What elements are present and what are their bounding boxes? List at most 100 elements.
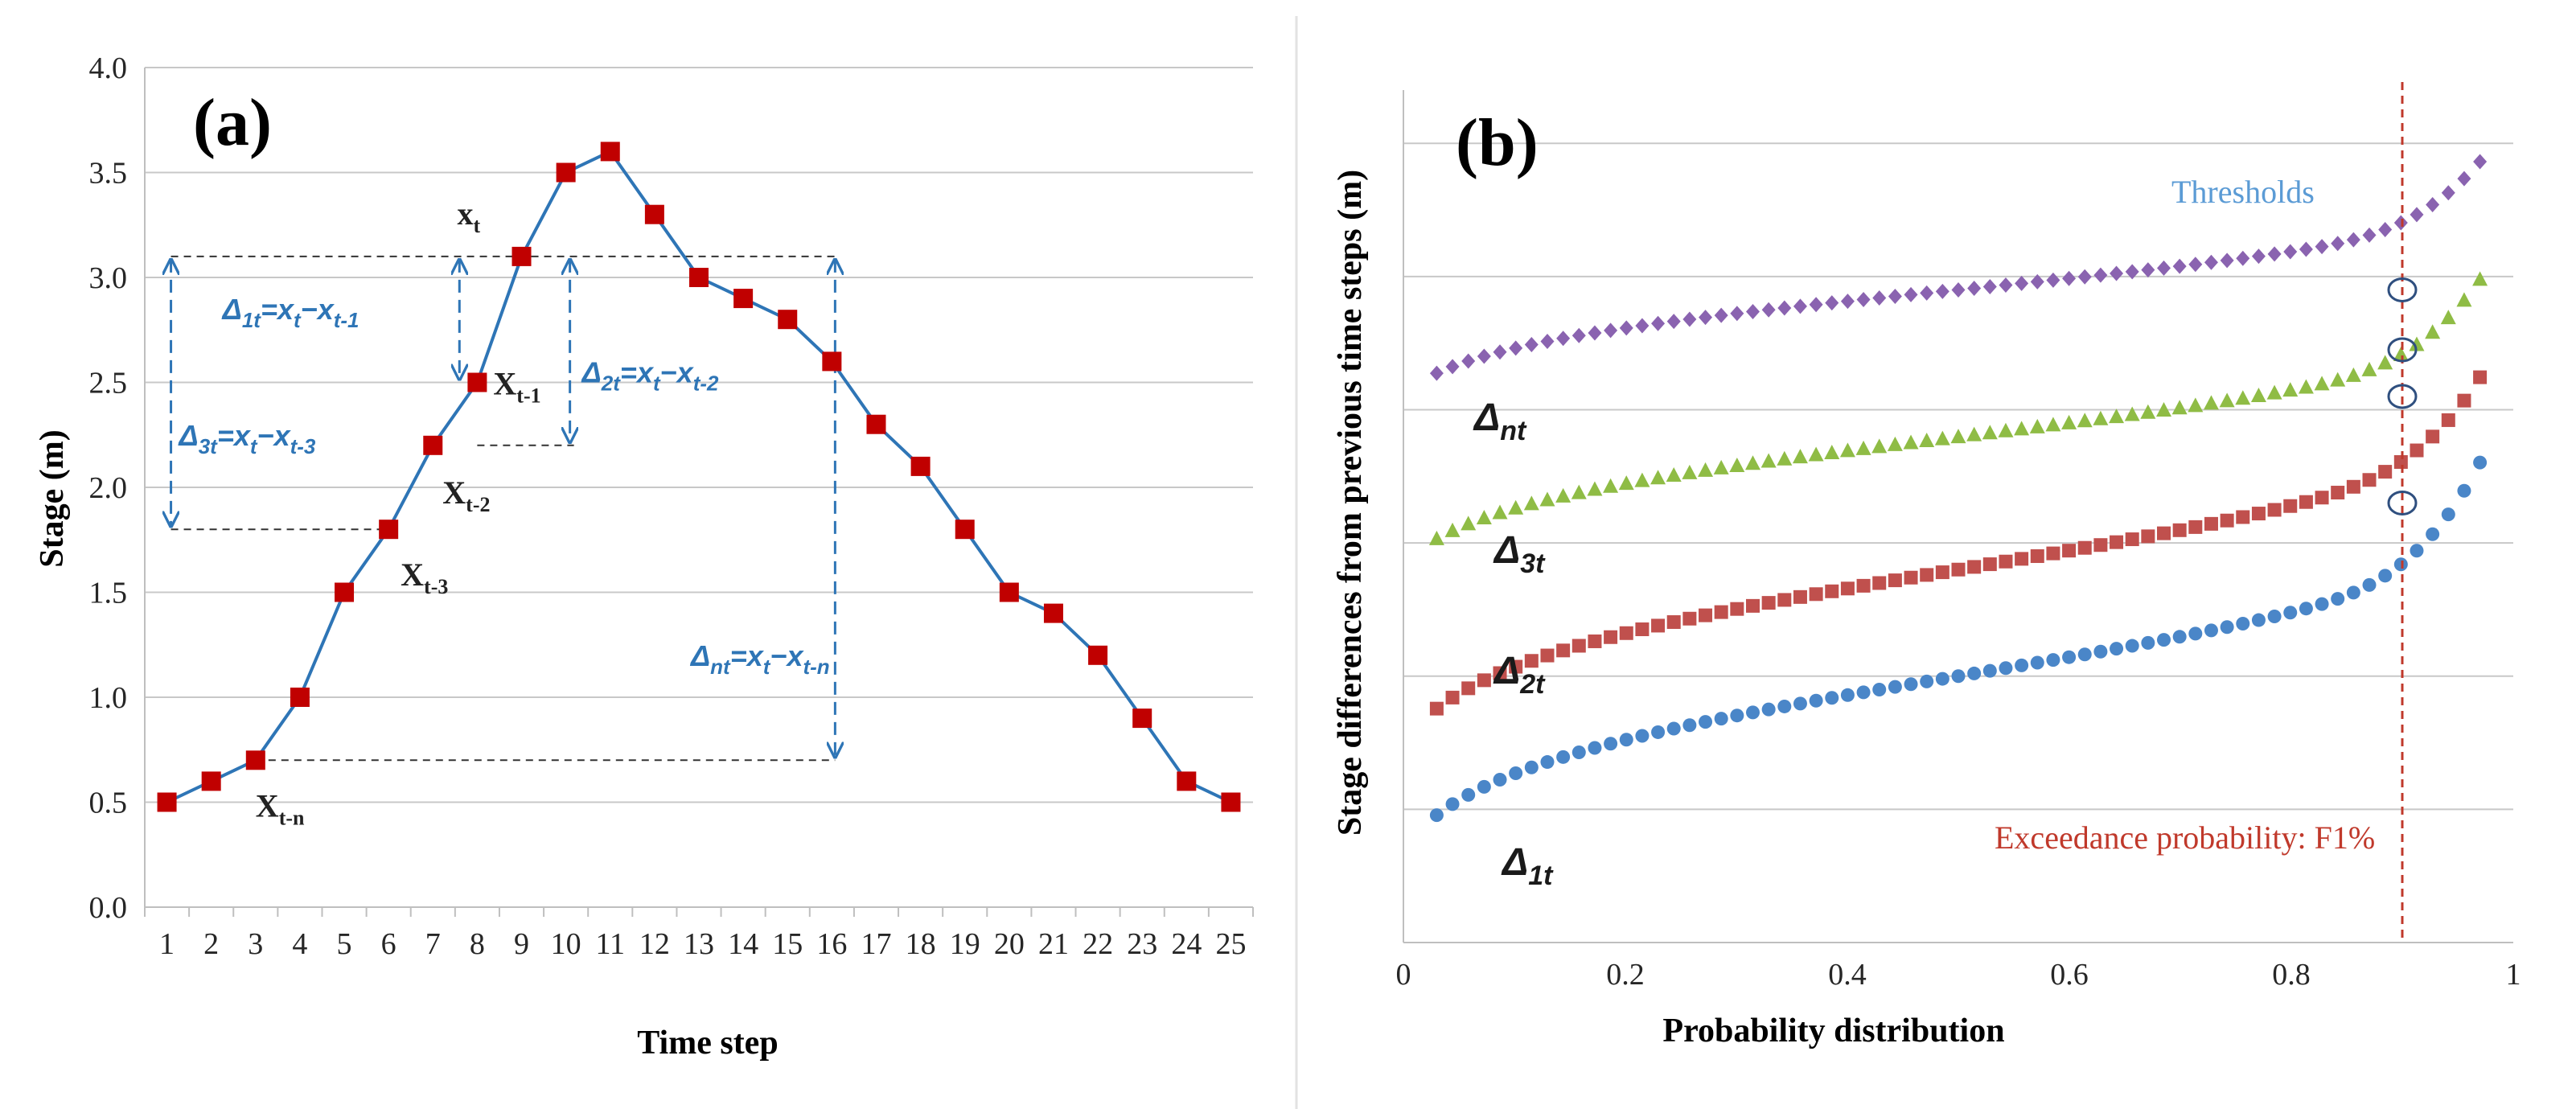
data-point	[1619, 626, 1633, 640]
data-point	[2110, 642, 2124, 656]
data-point	[1793, 298, 1807, 314]
data-point	[2393, 347, 2409, 362]
y-tick-label: 0.5	[89, 787, 128, 820]
data-point	[2062, 544, 2077, 558]
data-point	[1461, 787, 1476, 802]
data-point	[1043, 603, 1063, 623]
data-point	[2362, 227, 2377, 243]
data-point	[2236, 510, 2250, 524]
data-point	[1745, 598, 1760, 613]
data-point	[1872, 576, 1887, 590]
data-point	[1682, 611, 1697, 626]
data-point	[2425, 324, 2441, 339]
data-point	[2124, 406, 2140, 421]
data-point	[2426, 197, 2440, 213]
data-point	[1856, 292, 1871, 308]
data-point	[2077, 540, 2092, 555]
data-point	[1999, 554, 2013, 569]
data-point	[1699, 608, 1713, 622]
stage-series-markers	[157, 142, 1241, 812]
data-point	[1619, 733, 1633, 747]
data-point	[1635, 318, 1650, 334]
x-tick-label: 10	[551, 927, 581, 961]
data-point	[2220, 620, 2234, 635]
data-point	[2282, 382, 2299, 397]
data-point	[2473, 455, 2488, 470]
series-2t	[1429, 370, 2488, 716]
data-point	[2298, 379, 2314, 394]
data-point	[1524, 760, 1539, 774]
data-point	[1493, 666, 1507, 680]
data-point	[2410, 443, 2424, 458]
data-point	[2315, 491, 2329, 505]
x-tick-label: 25	[1215, 927, 1246, 961]
y-tick-label: 2.0	[89, 471, 128, 505]
data-point	[1839, 442, 1855, 458]
data-point	[1604, 737, 1618, 751]
x-tick-label: 15	[772, 927, 803, 961]
data-point	[1824, 444, 1840, 459]
data-point	[1745, 705, 1760, 720]
x-tick-label: 18	[906, 927, 936, 961]
data-point	[2331, 486, 2345, 500]
panel-b-label: (b)	[1456, 105, 1539, 180]
data-point	[2029, 418, 2045, 433]
data-point	[1604, 630, 1618, 644]
series-1t	[1429, 455, 2488, 823]
data-point	[2426, 527, 2440, 541]
data-point	[2331, 592, 2345, 606]
threshold-circles	[2387, 277, 2418, 515]
data-point	[2473, 370, 2488, 384]
x-tick-label: 19	[950, 927, 980, 961]
data-point	[2157, 526, 2171, 540]
data-point	[1555, 487, 1571, 503]
data-point	[2346, 585, 2360, 600]
data-point	[467, 372, 487, 392]
x-tick-label: 17	[861, 927, 891, 961]
x-tick-label: 0.4	[1828, 958, 1867, 992]
data-point	[1540, 755, 1555, 770]
data-point	[1951, 281, 1966, 298]
data-point	[1088, 645, 1108, 665]
data-point	[1461, 353, 1476, 369]
data-point	[2203, 395, 2219, 410]
data-point	[1935, 283, 1949, 299]
data-point	[1509, 766, 1523, 781]
data-point	[2440, 310, 2456, 325]
data-point	[1604, 322, 1618, 339]
x-tick-label: 14	[728, 927, 758, 961]
data-point	[1509, 340, 1523, 356]
data-point	[1745, 304, 1760, 320]
x-tick-label: 2	[203, 927, 219, 961]
data-point	[1476, 510, 1492, 525]
data-point	[2361, 361, 2377, 376]
data-point	[2299, 241, 2313, 257]
data-point	[1904, 286, 1918, 302]
data-point	[2204, 623, 2218, 638]
data-point	[1903, 434, 1919, 450]
data-point	[1523, 495, 1539, 511]
data-point	[644, 204, 664, 224]
data-point	[1840, 581, 1855, 596]
data-point	[2393, 215, 2408, 231]
data-point	[1698, 462, 1714, 477]
data-point	[1920, 568, 1934, 582]
data-point	[1951, 669, 1966, 684]
data-point	[2441, 507, 2455, 522]
series-label-2t: Δ2t	[1493, 650, 1546, 700]
data-point	[2457, 393, 2471, 408]
data-point	[201, 771, 221, 791]
data-point	[1809, 587, 1823, 602]
data-point	[2267, 609, 2282, 623]
threshold-circle	[2387, 337, 2418, 363]
data-point	[955, 520, 975, 540]
data-point	[999, 582, 1019, 602]
data-point	[2141, 635, 2155, 650]
data-point	[2299, 495, 2313, 509]
data-point	[1825, 295, 1839, 311]
y-tick-label: 3.5	[89, 157, 128, 191]
data-point	[1982, 557, 1997, 572]
data-point	[2346, 232, 2360, 248]
data-point	[290, 688, 310, 707]
data-point	[1699, 715, 1713, 729]
